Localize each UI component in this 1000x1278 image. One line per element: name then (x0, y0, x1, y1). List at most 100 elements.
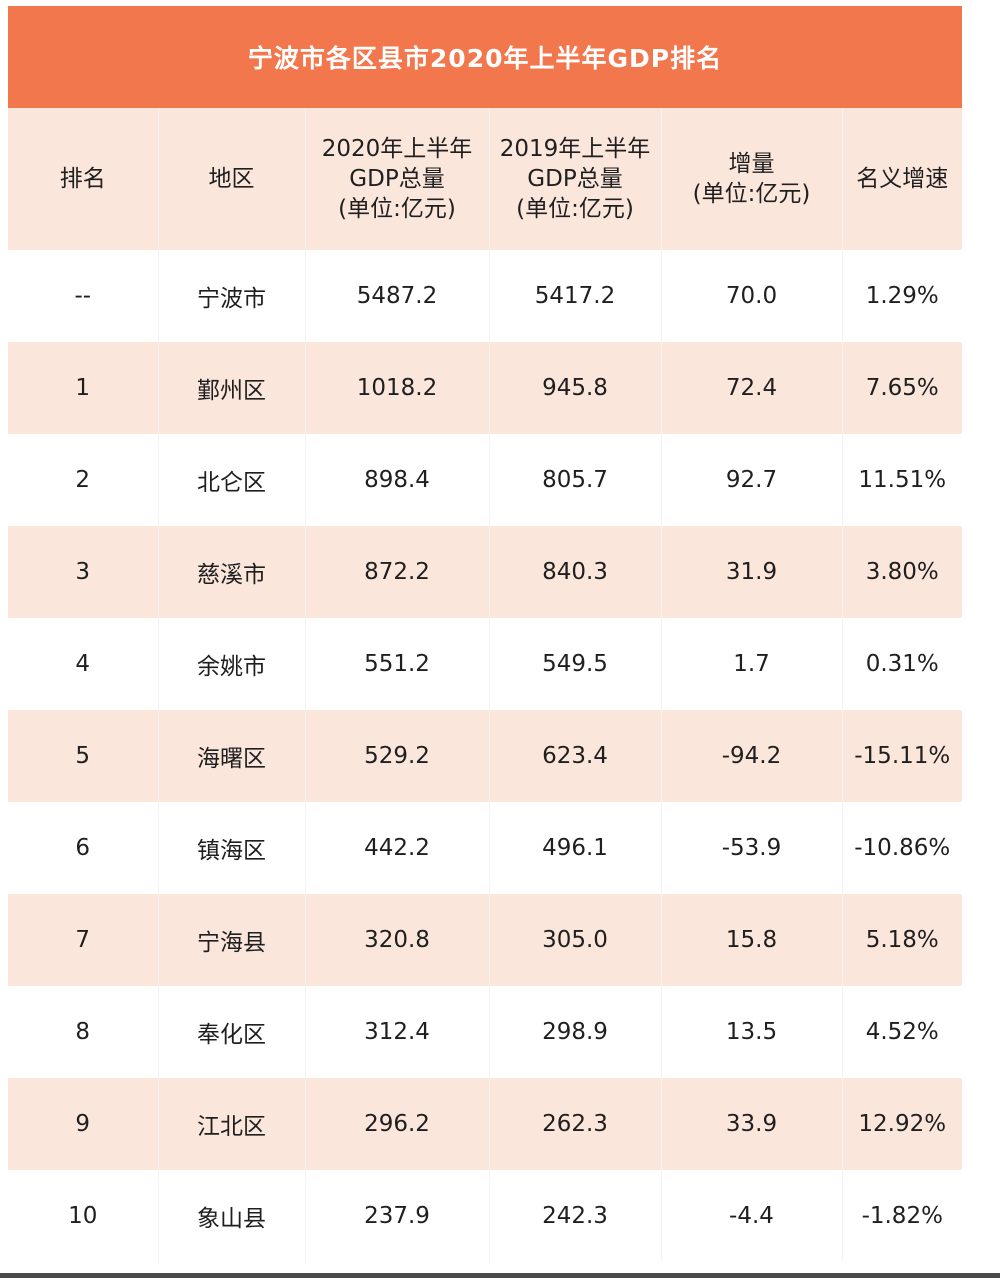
header-line: (单位:亿元) (692, 181, 811, 207)
increment-cell: 70.0 (661, 250, 843, 342)
gdp-2019h1-cell: 549.5 (489, 618, 662, 710)
gdp-2019h1-cell: 305.0 (489, 894, 662, 986)
region-cell: 奉化区 (158, 986, 306, 1078)
table-row: 10 象山县 237.9 242.3 -4.4 -1.82% (8, 1170, 962, 1262)
gdp-2020h1-cell: 898.4 (305, 434, 490, 526)
header-line: 地区 (208, 166, 255, 192)
rank-cell: 9 (8, 1078, 159, 1170)
table-row: 2 北仑区 898.4 805.7 92.7 11.51% (8, 434, 962, 526)
gdp-2019h1-cell: 623.4 (489, 710, 662, 802)
header-row: 排名 地区 2020年上半年 GDP总量 (单位:亿元) 2019年上半年 GDP总量 (单位… (8, 108, 962, 250)
column-header-gdp-2020h1: 2020年上半年 GDP总量 (单位:亿元) (305, 108, 490, 250)
growth-cell: 5.18% (865, 927, 939, 953)
bottom-edge (0, 1273, 1000, 1278)
increment-cell: 31.9 (661, 526, 843, 618)
right-margin (962, 6, 1000, 1278)
column-header-nominal-growth: 名义增速 (842, 108, 962, 250)
header-line: 增量 (728, 151, 775, 177)
column-header-rank: 排名 (8, 108, 159, 250)
rank-cell: 4 (8, 618, 159, 710)
increment-cell: 1.7 (661, 618, 843, 710)
table-row: 8 奉化区 312.4 298.9 13.5 4.52% (8, 986, 962, 1078)
growth-cell: 3.80% (865, 559, 939, 585)
column-header-region: 地区 (158, 108, 306, 250)
increment-cell: 92.7 (661, 434, 843, 526)
rank-cell: -- (8, 250, 159, 342)
table-row: -- 宁波市 5487.2 5417.2 70.0 1.29% (8, 250, 962, 342)
rank-cell: 2 (8, 434, 159, 526)
rank-cell: 10 (8, 1170, 159, 1262)
rank-cell: 7 (8, 894, 159, 986)
gdp-2020h1-cell: 312.4 (305, 986, 490, 1078)
region-cell: 镇海区 (158, 802, 306, 894)
gdp-2020h1-cell: 1018.2 (305, 342, 490, 434)
gdp-2019h1-cell: 242.3 (489, 1170, 662, 1262)
rank-cell: 1 (8, 342, 159, 434)
gdp-2020h1-cell: 872.2 (305, 526, 490, 618)
header-line: GDP总量 (527, 166, 623, 192)
title-bar: 宁波市各区县市2020年上半年GDP排名 (8, 6, 962, 108)
gdp-2019h1-cell: 262.3 (489, 1078, 662, 1170)
gdp-ranking-table: 排名 地区 2020年上半年 GDP总量 (单位:亿元) 2019年上半年 GDP总量 (单位… (8, 108, 962, 1262)
growth-cell: 4.52% (865, 1019, 939, 1045)
gdp-2020h1-cell: 237.9 (305, 1170, 490, 1262)
region-cell: 海曙区 (158, 710, 306, 802)
region-cell: 宁波市 (158, 250, 306, 342)
increment-cell: 33.9 (661, 1078, 843, 1170)
gdp-2019h1-cell: 298.9 (489, 986, 662, 1078)
gdp-2020h1-cell: 551.2 (305, 618, 490, 710)
rank-cell: 6 (8, 802, 159, 894)
table-row: 6 镇海区 442.2 496.1 -53.9 -10.86% (8, 802, 962, 894)
growth-cell: -15.11% (854, 743, 951, 769)
gdp-2020h1-cell: 529.2 (305, 710, 490, 802)
gdp-2020h1-cell: 442.2 (305, 802, 490, 894)
increment-cell: -53.9 (661, 802, 843, 894)
region-cell: 余姚市 (158, 618, 306, 710)
header-line: (单位:亿元) (338, 196, 456, 222)
region-cell: 慈溪市 (158, 526, 306, 618)
column-header-increment: 增量 (单位:亿元) (661, 108, 843, 250)
table-row: 5 海曙区 529.2 623.4 -94.2 -15.11% (8, 710, 962, 802)
table-row: 1 鄞州区 1018.2 945.8 72.4 7.65% (8, 342, 962, 434)
page-title: 宁波市各区县市2020年上半年GDP排名 (247, 44, 723, 73)
region-cell: 江北区 (158, 1078, 306, 1170)
growth-cell: -10.86% (854, 835, 951, 861)
header-line: (单位:亿元) (516, 196, 634, 222)
growth-cell: 11.51% (858, 467, 947, 493)
gdp-2019h1-cell: 840.3 (489, 526, 662, 618)
region-cell: 宁海县 (158, 894, 306, 986)
increment-cell: 15.8 (661, 894, 843, 986)
growth-cell: 1.29% (865, 283, 939, 309)
gdp-2020h1-cell: 296.2 (305, 1078, 490, 1170)
table-row: 7 宁海县 320.8 305.0 15.8 5.18% (8, 894, 962, 986)
header-line: 排名 (59, 166, 106, 192)
region-cell: 鄞州区 (158, 342, 306, 434)
table-body: -- 宁波市 5487.2 5417.2 70.0 1.29% 1 鄞州区 1018.2 945.… (8, 250, 962, 1262)
table-row: 3 慈溪市 872.2 840.3 31.9 3.80% (8, 526, 962, 618)
gdp-2019h1-cell: 945.8 (489, 342, 662, 434)
growth-cell: 12.92% (858, 1111, 947, 1137)
gdp-2020h1-cell: 320.8 (305, 894, 490, 986)
region-cell: 北仑区 (158, 434, 306, 526)
growth-cell: -1.82% (861, 1203, 943, 1229)
growth-cell: 0.31% (865, 651, 939, 677)
table-row: 9 江北区 296.2 262.3 33.9 12.92% (8, 1078, 962, 1170)
rank-cell: 8 (8, 986, 159, 1078)
increment-cell: 72.4 (661, 342, 843, 434)
gdp-2019h1-cell: 496.1 (489, 802, 662, 894)
table-row: 4 余姚市 551.2 549.5 1.7 0.31% (8, 618, 962, 710)
gdp-2019h1-cell: 5417.2 (489, 250, 662, 342)
gdp-2019h1-cell: 805.7 (489, 434, 662, 526)
growth-cell: 7.65% (865, 375, 939, 401)
increment-cell: -4.4 (661, 1170, 843, 1262)
column-header-gdp-2019h1: 2019年上半年 GDP总量 (单位:亿元) (489, 108, 662, 250)
table-card: 宁波市各区县市2020年上半年GDP排名 排名 地区 2020年上半年 GDP总量 (单… (8, 6, 962, 1268)
rank-cell: 5 (8, 710, 159, 802)
gdp-2020h1-cell: 5487.2 (305, 250, 490, 342)
increment-cell: 13.5 (661, 986, 843, 1078)
header-line: 名义增速 (856, 166, 949, 192)
header-line: GDP总量 (349, 166, 445, 192)
rank-cell: 3 (8, 526, 159, 618)
increment-cell: -94.2 (661, 710, 843, 802)
region-cell: 象山县 (158, 1170, 306, 1262)
